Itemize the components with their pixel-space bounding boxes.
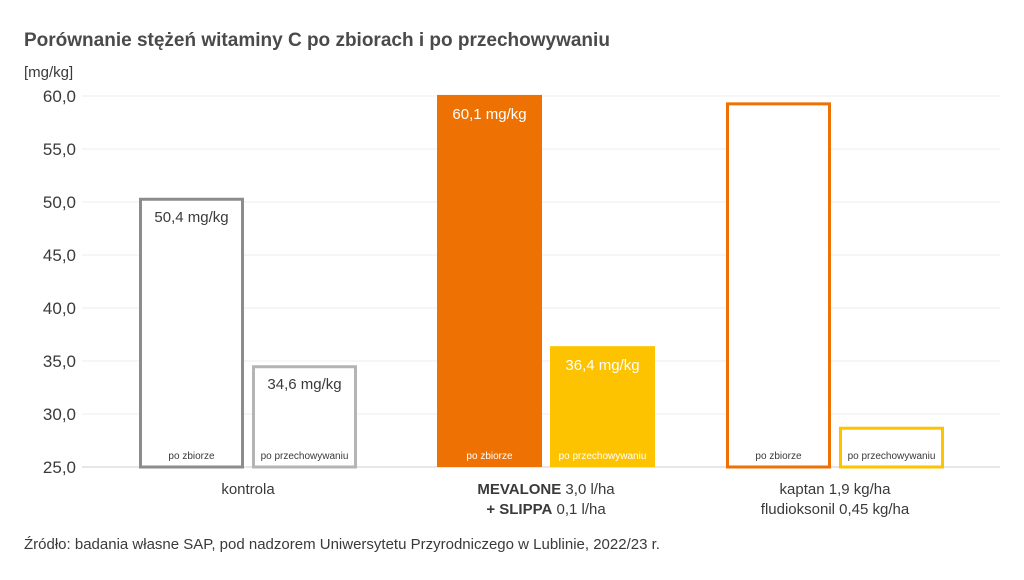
y-tick-label: 60,0 — [43, 87, 76, 106]
y-tick-label: 50,0 — [43, 193, 76, 212]
y-tick-label: 55,0 — [43, 140, 76, 159]
chart-title: Porównanie stężeń witaminy C po zbiorach… — [24, 30, 610, 51]
y-tick-label: 25,0 — [43, 458, 76, 477]
bar-series-label: po przechowywaniu — [848, 451, 936, 462]
source-note: Źródło: badania własne SAP, pod nadzorem… — [24, 536, 660, 553]
y-tick-label: 35,0 — [43, 352, 76, 371]
x-category-label: kontrola — [221, 481, 275, 498]
bar — [726, 102, 831, 469]
y-tick-label: 45,0 — [43, 246, 76, 265]
y-axis-unit: [mg/kg] — [24, 64, 74, 81]
bar-series-label: po przechowywaniu — [559, 451, 647, 462]
bar — [252, 365, 357, 469]
x-category-label: kaptan 1,9 kg/ha fludioksonil 0,45 kg/ha — [760, 481, 910, 518]
data-label: 50,4 mg/kg — [154, 209, 228, 226]
bar — [550, 346, 655, 467]
bar — [839, 426, 944, 469]
bar — [139, 197, 244, 469]
bar-series-label: po zbiorze — [755, 451, 802, 462]
bar — [437, 94, 542, 467]
data-label: 36,4 mg/kg — [565, 357, 639, 374]
data-label: 60,1 mg/kg — [452, 106, 526, 123]
y-tick-label: 40,0 — [43, 299, 76, 318]
bar-series-label: po zbiorze — [466, 451, 513, 462]
bar-series-label: po zbiorze — [168, 451, 215, 462]
x-category-label: MEVALONE 3,0 l/ha + SLIPPA 0,1 l/ha — [477, 481, 615, 518]
data-label: 34,6 mg/kg — [267, 376, 341, 393]
y-tick-label: 30,0 — [43, 405, 76, 424]
bar-series-label: po przechowywaniu — [261, 451, 349, 462]
